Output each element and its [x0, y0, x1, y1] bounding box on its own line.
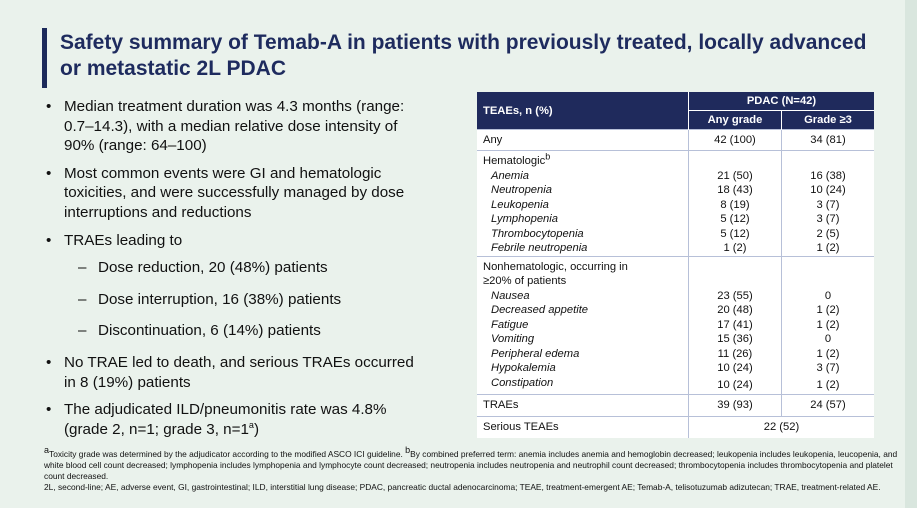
table-section-header: ≥20% of patients	[477, 274, 874, 289]
bullet-item: Median treatment duration was 4.3 months…	[44, 97, 424, 156]
table-row: Lymphopenia 5 (12) 3 (7)	[477, 212, 874, 227]
table-row: Peripheral edema 11 (26) 1 (2)	[477, 346, 874, 361]
bullet-item: The adjudicated ILD/pneumonitis rate was…	[44, 400, 424, 439]
bullet-item: Most common events were GI and hematolog…	[44, 164, 424, 223]
table-row: Vomiting 15 (36) 0	[477, 332, 874, 347]
bullet-text: The adjudicated ILD/pneumonitis rate was…	[64, 401, 387, 438]
sub-bullet-item: Dose interruption, 16 (38%) patients	[44, 290, 424, 310]
safety-table: TEAEs, n (%) PDAC (N=42) Any grade Grade…	[477, 92, 874, 438]
slide-title: Safety summary of Temab-A in patients wi…	[60, 31, 867, 80]
table-row: TRAEs 39 (93) 24 (57)	[477, 394, 874, 417]
bullet-text-end: )	[253, 420, 259, 438]
column-group-header: PDAC (N=42)	[687, 92, 874, 111]
table-row: Hypokalemia 10 (24) 3 (7)	[477, 361, 874, 376]
bullet-item: TRAEs leading to	[44, 231, 424, 251]
sub-bullet-item: Dose reduction, 20 (48%) patients	[44, 258, 424, 278]
table-row: Any 42 (100) 34 (81)	[477, 129, 874, 151]
column-header-teaes: TEAEs, n (%)	[483, 104, 553, 117]
footnote-1: aToxicity grade was determined by the ad…	[44, 445, 898, 481]
table-section-header: Hematologicb	[477, 150, 874, 169]
sub-bullet-item: Discontinuation, 6 (14%) patients	[44, 321, 424, 341]
table-row: Anemia 21 (50) 16 (38)	[477, 168, 874, 183]
bullet-list: Median treatment duration was 4.3 months…	[44, 97, 424, 447]
footnote-marker: a	[248, 419, 254, 430]
table-header-row: TEAEs, n (%) PDAC (N=42)	[477, 92, 874, 117]
table-row: Leukopenia 8 (19) 3 (7)	[477, 197, 874, 212]
bullet-item: No TRAE led to death, and serious TRAEs …	[44, 353, 424, 392]
table-row: Decreased appetite 20 (48) 1 (2)	[477, 303, 874, 318]
column-header-grade3: Grade ≥3	[780, 110, 874, 130]
frame-edge	[905, 0, 917, 508]
footnotes: aToxicity grade was determined by the ad…	[44, 445, 914, 493]
table-row: Febrile neutropenia 1 (2) 1 (2)	[477, 241, 874, 256]
table-row: Constipation 10 (24) 1 (2)	[477, 375, 874, 395]
column-header-any-grade: Any grade	[687, 110, 782, 130]
table-row: Nausea 23 (55) 0	[477, 288, 874, 303]
table-row: Serious TEAEs 22 (52)	[477, 416, 874, 438]
table-section-header: Nonhematologic, occurring in	[477, 255, 874, 274]
table-row: Neutropenia 18 (43) 10 (24)	[477, 183, 874, 198]
footnote-2: 2L, second-line; AE, adverse event, GI, …	[44, 482, 881, 492]
title-accent-bar	[42, 28, 47, 88]
table-row: Thrombocytopenia 5 (12) 2 (5)	[477, 226, 874, 241]
table-row: Fatigue 17 (41) 1 (2)	[477, 317, 874, 332]
